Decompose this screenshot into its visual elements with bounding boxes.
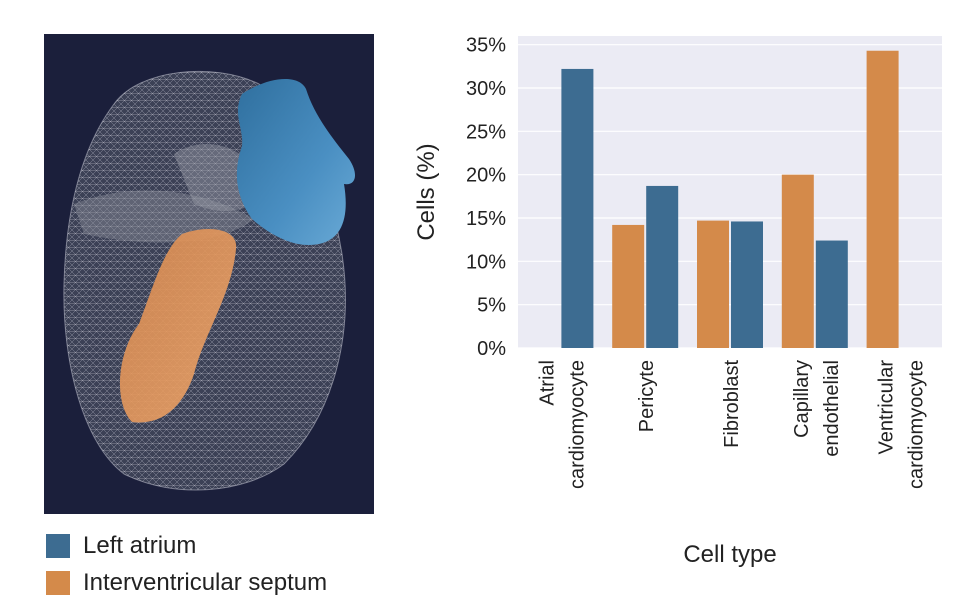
legend-item-left-atrium: Left atrium bbox=[46, 532, 197, 559]
bar bbox=[815, 240, 848, 348]
y-tick-label: 25% bbox=[466, 121, 506, 143]
y-tick-label: 5% bbox=[477, 295, 506, 317]
legend-swatch-left-atrium bbox=[46, 534, 70, 558]
bar bbox=[561, 68, 594, 348]
x-axis-label: Cell type bbox=[683, 541, 776, 568]
bar bbox=[612, 224, 645, 348]
x-tick-label: Pericyte bbox=[636, 360, 658, 432]
y-tick-label: 0% bbox=[477, 338, 506, 360]
bar bbox=[781, 174, 814, 348]
x-tick-label: Fibroblast bbox=[721, 360, 743, 448]
y-tick-label: 30% bbox=[466, 78, 506, 100]
y-axis-label: Cells (%) bbox=[413, 143, 440, 240]
x-tick-label: Atrial bbox=[536, 360, 558, 406]
y-tick-label: 10% bbox=[466, 251, 506, 273]
y-tick-label: 20% bbox=[466, 165, 506, 187]
y-tick-label: 35% bbox=[466, 35, 506, 57]
legend-swatch-interventricular-septum bbox=[46, 571, 70, 595]
heart-3d-image bbox=[44, 34, 374, 514]
bar bbox=[646, 185, 679, 348]
x-tick-label: Ventricular bbox=[876, 360, 898, 455]
legend-label-left-atrium: Left atrium bbox=[83, 532, 197, 559]
legend-label-interventricular-septum: Interventricular septum bbox=[83, 569, 328, 596]
legend-item-interventricular-septum: Interventricular septum bbox=[46, 569, 328, 596]
y-tick-label: 15% bbox=[466, 208, 506, 230]
left-atrium-region bbox=[236, 78, 356, 245]
x-tick-label: endothelial bbox=[821, 360, 843, 457]
bar bbox=[731, 221, 763, 348]
bar bbox=[866, 50, 899, 348]
septum-region bbox=[119, 229, 237, 423]
x-tick-label: Capillary bbox=[791, 360, 813, 438]
x-tick-label: cardiomyocyte bbox=[566, 360, 588, 489]
x-tick-label: cardiomyocyte bbox=[906, 360, 928, 489]
bar bbox=[697, 220, 729, 348]
